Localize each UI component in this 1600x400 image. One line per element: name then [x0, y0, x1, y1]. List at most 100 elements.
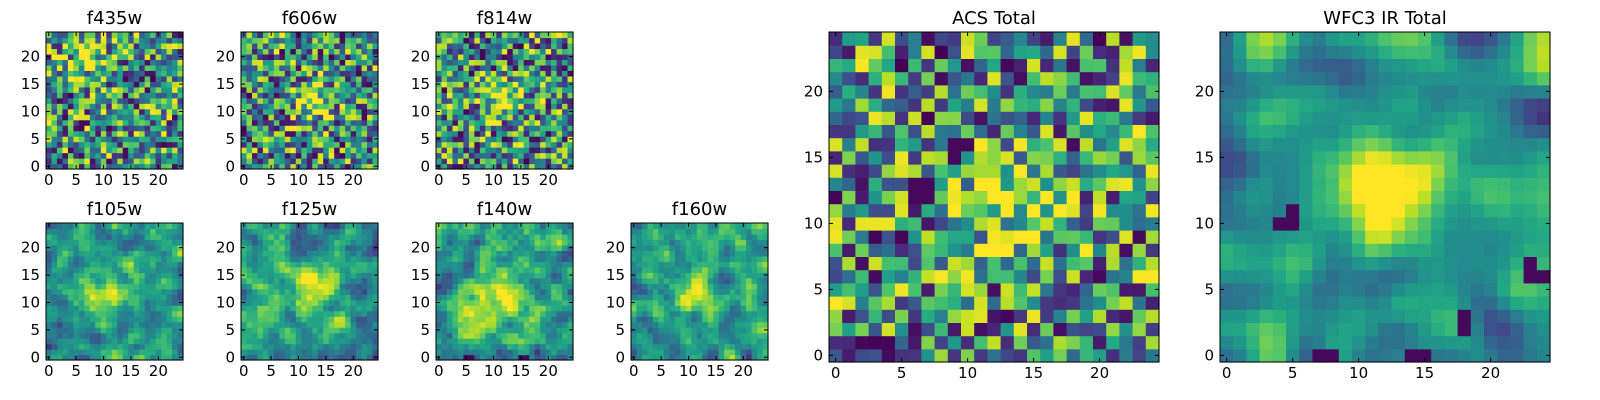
pixel-cell [46, 92, 53, 99]
pixel-cell [881, 309, 896, 323]
pixel-cell [658, 310, 665, 317]
pixel-cell [735, 343, 742, 350]
pixel-cell [279, 343, 286, 350]
pixel-cell [685, 316, 692, 323]
pixel-cell [436, 103, 443, 110]
pixel-cell [100, 305, 107, 312]
y-tick-label: 0 [420, 348, 430, 366]
pixel-cell [279, 136, 286, 143]
pixel-cell [89, 327, 96, 334]
pixel-cell [1053, 203, 1068, 218]
pixel-cell [545, 288, 552, 295]
pixel-cell [446, 64, 454, 71]
pixel-cell [106, 223, 113, 230]
pixel-cell [301, 288, 308, 295]
pixel-cell [921, 177, 936, 191]
pixel-cell [111, 158, 118, 165]
pixel-cell [680, 228, 687, 235]
pixel-cell [523, 42, 530, 50]
pixel-cell [512, 327, 519, 334]
pixel-cell [251, 299, 259, 306]
pixel-cell [301, 152, 308, 159]
pixel-cell [306, 108, 313, 115]
pixel-cell [468, 114, 475, 121]
pixel-cell [496, 332, 503, 339]
pixel-cell [556, 261, 563, 268]
pixel-cell [273, 37, 280, 44]
pixel-cell [246, 59, 253, 66]
pixel-cell [702, 277, 709, 284]
pixel-cell [356, 64, 363, 71]
pixel-cell [501, 239, 508, 246]
pixel-cell [1053, 243, 1068, 257]
pixel-cell [268, 332, 275, 339]
pixel-cell [84, 81, 91, 88]
pixel-cell [257, 277, 264, 284]
pixel-cell [177, 338, 184, 345]
pixel-cell [1000, 230, 1015, 244]
pixel-cell [540, 354, 547, 361]
pixel-cell [117, 255, 124, 262]
pixel-cell [567, 141, 574, 148]
pixel-cell [1000, 309, 1015, 323]
pixel-cell [128, 119, 135, 126]
pixel-cell [78, 261, 85, 268]
pixel-cell [895, 177, 909, 191]
pixel-cell [334, 81, 341, 88]
pixel-cell [117, 70, 124, 77]
pixel-cell [279, 272, 286, 279]
pixel-cell [441, 32, 448, 39]
pixel-cell [166, 239, 173, 246]
pixel-cell [328, 108, 335, 115]
pixel-cell [150, 321, 157, 328]
pixel-cell [150, 223, 157, 230]
pixel-cell [73, 59, 80, 66]
pixel-cell [436, 86, 443, 93]
pixel-cell [496, 119, 503, 126]
pixel-cell [334, 332, 341, 339]
pixel-cell [295, 272, 302, 279]
pixel-cell [323, 228, 330, 235]
pixel-cell [301, 255, 308, 262]
pixel-cell [361, 332, 368, 339]
pixel-cell [751, 310, 758, 317]
pixel-cell [490, 70, 497, 77]
pixel-cell [367, 86, 374, 93]
pixel-cell [707, 332, 714, 339]
pixel-cell [551, 59, 558, 66]
pixel-cell [268, 321, 275, 328]
pixel-cell [117, 147, 124, 154]
pixel-cell [317, 277, 324, 284]
pixel-cell [691, 305, 698, 312]
pixel-cell [474, 283, 481, 290]
pixel-cell [339, 136, 346, 143]
pixel-cell [529, 32, 536, 39]
y-tick-label: 0 [225, 348, 235, 366]
pixel-cell [339, 42, 346, 50]
pixel-cell [735, 261, 742, 268]
pixel-cell [556, 338, 563, 345]
pixel-cell [67, 119, 74, 126]
pixel-cell [490, 48, 497, 55]
pixel-cell [257, 338, 264, 345]
pixel-cell [241, 119, 248, 126]
pixel-cell [95, 310, 102, 317]
pixel-cell [518, 42, 525, 50]
pixel-cell [895, 269, 909, 284]
pixel-cell [268, 108, 275, 115]
pixel-cell [78, 64, 85, 71]
pixel-cell [246, 354, 253, 361]
pixel-cell [663, 239, 670, 246]
pixel-cell [713, 266, 720, 273]
pixel-cell [317, 75, 324, 82]
pixel-cell [345, 239, 352, 246]
pixel-cell [133, 343, 140, 350]
pixel-cell [262, 283, 269, 290]
pixel-cell [842, 309, 856, 323]
pixel-cell [133, 283, 140, 290]
pixel-cell [350, 316, 357, 323]
pixel-cell [718, 299, 725, 306]
pixel-cell [268, 114, 275, 121]
pixel-cell [177, 305, 184, 312]
pixel-cell [567, 59, 574, 66]
